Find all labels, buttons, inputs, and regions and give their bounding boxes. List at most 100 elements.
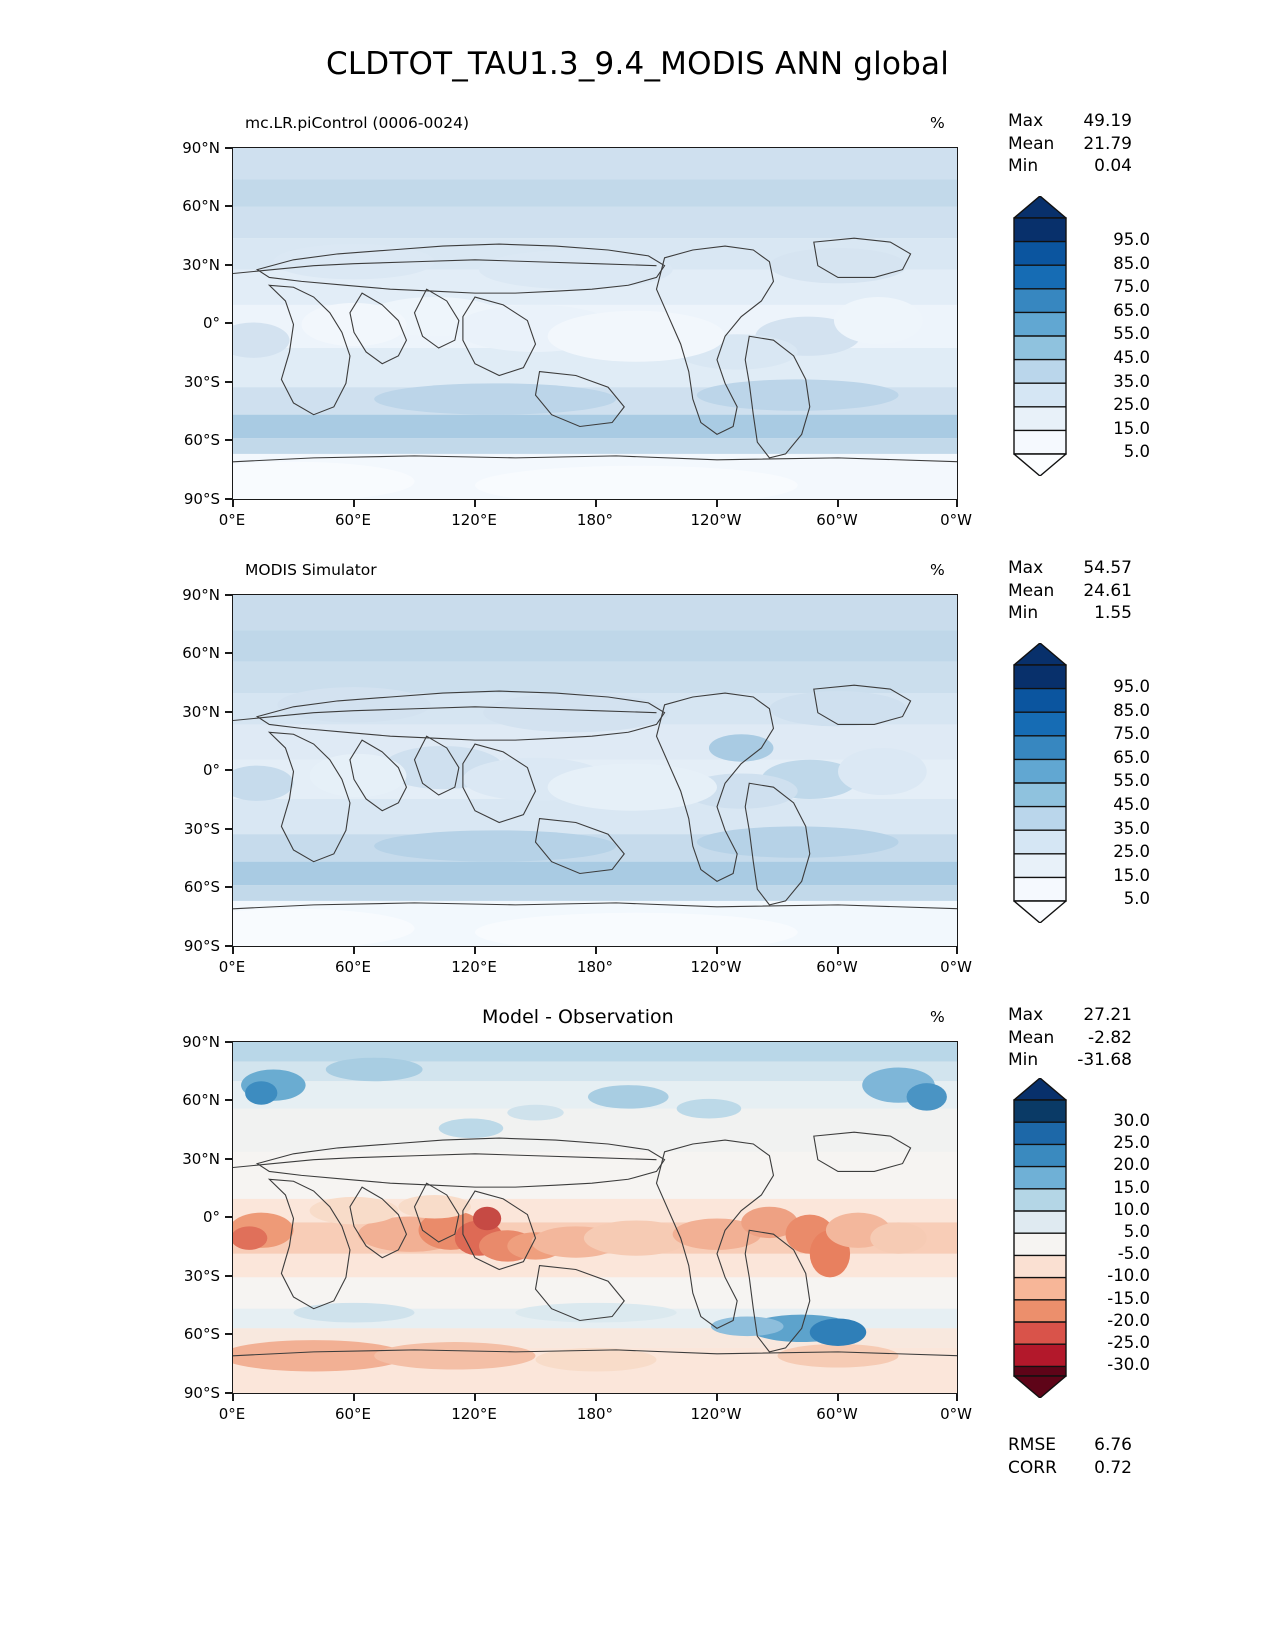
xtickmark xyxy=(474,1394,476,1401)
skill-row-rmse: RMSE 6.76 xyxy=(1008,1435,1132,1455)
map-observation-ytick-3: 0° xyxy=(202,761,220,779)
stat-row-max: Max 27.21 xyxy=(1008,1005,1132,1025)
ytickmark xyxy=(225,1216,232,1218)
skill-stats: RMSE 6.76 CORR 0.72 xyxy=(1008,1434,1132,1480)
ytickmark xyxy=(225,381,232,383)
cb-difference-label-6: -5.0 xyxy=(1117,1244,1150,1264)
stats-difference: Max 27.21 Mean -2.82 Min -31.68 xyxy=(1008,1004,1132,1072)
map-observation-xtick-0: 0°E xyxy=(218,958,246,976)
map-difference-xtick-5: 60°W xyxy=(816,1405,858,1423)
field-model xyxy=(233,148,957,499)
ytickmark xyxy=(225,1392,232,1394)
map-difference[interactable] xyxy=(232,1041,958,1394)
figure-title: CLDTOT_TAU1.3_9.4_MODIS ANN global xyxy=(325,46,950,82)
coastlines-model xyxy=(233,237,957,463)
map-observation-xtick-4: 120°W xyxy=(690,958,742,976)
map-model-ytick-1: 60°N xyxy=(182,197,220,215)
map-model-ytick-3: 0° xyxy=(202,314,220,332)
cb-model-label-9: 5.0 xyxy=(1123,442,1150,462)
stat-row-min: Min 0.04 xyxy=(1008,156,1132,176)
colorbar-difference-swatches xyxy=(1013,1078,1067,1398)
stat-row-mean: Mean -2.82 xyxy=(1008,1027,1132,1048)
xtickmark xyxy=(837,947,839,954)
cb-difference-label-4: 10.0 xyxy=(1113,1199,1150,1219)
cb-model-label-2: 75.0 xyxy=(1113,277,1150,297)
map-model-ytick-2: 30°N xyxy=(182,256,220,274)
colorbar-observation[interactable]: 95.0 85.0 75.0 65.0 55.0 45.0 35.0 25.0 … xyxy=(1012,643,1162,923)
skill-row-corr: CORR 0.72 xyxy=(1008,1458,1132,1478)
map-model-ytick-6: 90°S xyxy=(183,490,220,508)
cb-difference-label-2: 20.0 xyxy=(1113,1155,1150,1175)
cb-difference-label-9: -20.0 xyxy=(1107,1310,1150,1330)
map-observation-xtick-6: 0°W xyxy=(940,958,972,976)
cb-observation-label-8: 15.0 xyxy=(1113,865,1150,885)
map-difference-ytick-4: 30°S xyxy=(183,1267,220,1285)
ytickmark xyxy=(225,652,232,654)
map-observation-ytick-2: 30°N xyxy=(182,703,220,721)
cb-difference-label-0: 30.0 xyxy=(1113,1111,1150,1130)
map-observation-ytick-5: 60°S xyxy=(183,878,220,896)
xtickmark xyxy=(474,500,476,507)
cb-model-label-4: 55.0 xyxy=(1113,324,1150,344)
cb-observation-label-6: 35.0 xyxy=(1113,818,1150,838)
colorbar-observation-swatches xyxy=(1013,643,1067,923)
xtickmark xyxy=(837,1394,839,1401)
panel-difference-units: % xyxy=(930,1008,945,1026)
xtickmark xyxy=(232,500,234,507)
ytickmark xyxy=(225,945,232,947)
field-difference xyxy=(233,1042,957,1393)
map-observation-ytick-4: 30°S xyxy=(183,820,220,838)
xtickmark xyxy=(837,500,839,507)
xtickmark xyxy=(232,1394,234,1401)
map-model-canvas xyxy=(233,148,957,499)
map-model-xtick-1: 60°E xyxy=(334,511,372,529)
map-model-xtick-4: 120°W xyxy=(690,511,742,529)
map-difference-ytick-6: 90°S xyxy=(183,1384,220,1402)
cb-model-label-5: 45.0 xyxy=(1113,348,1150,367)
xtickmark xyxy=(595,500,597,507)
xtickmark xyxy=(595,1394,597,1401)
stat-row-max: Max 49.19 xyxy=(1008,111,1132,131)
map-observation-ytick-6: 90°S xyxy=(183,937,220,955)
map-difference-xtick-6: 0°W xyxy=(940,1405,972,1423)
map-difference-ytick-5: 60°S xyxy=(183,1325,220,1343)
cb-observation-label-9: 5.0 xyxy=(1123,889,1150,909)
map-difference-xtick-0: 0°E xyxy=(218,1405,246,1423)
coastlines-observation xyxy=(233,684,957,910)
ytickmark xyxy=(225,886,232,888)
stats-observation: Max 54.57 Mean 24.61 Min 1.55 xyxy=(1008,557,1132,625)
map-difference-xtick-3: 180° xyxy=(576,1405,614,1423)
ytickmark xyxy=(225,322,232,324)
map-difference-ytick-3: 0° xyxy=(202,1208,220,1226)
colorbar-model[interactable]: 95.0 85.0 75.0 65.0 55.0 45.0 35.0 25.0 … xyxy=(1012,196,1162,476)
map-model[interactable] xyxy=(232,147,958,500)
map-model-xtick-0: 0°E xyxy=(218,511,246,529)
xtickmark xyxy=(474,947,476,954)
map-observation-xtick-2: 120°E xyxy=(451,958,497,976)
map-model-xtick-3: 180° xyxy=(576,511,614,529)
xtickmark xyxy=(716,1394,718,1401)
colorbar-difference[interactable]: 30.0 25.0 20.0 15.0 10.0 5.0 -5.0 -10.0 … xyxy=(1012,1078,1162,1398)
xtickmark xyxy=(716,500,718,507)
ytickmark xyxy=(225,769,232,771)
map-difference-canvas xyxy=(233,1042,957,1393)
panel-observation-units: % xyxy=(930,561,945,579)
panel-observation-title: MODIS Simulator xyxy=(245,561,377,579)
map-model-xtick-6: 0°W xyxy=(940,511,972,529)
map-observation[interactable] xyxy=(232,594,958,947)
ytickmark xyxy=(225,1333,232,1335)
cb-model-label-7: 25.0 xyxy=(1113,395,1150,415)
ytickmark xyxy=(225,439,232,441)
xtickmark xyxy=(353,947,355,954)
stat-row-mean: Mean 21.79 xyxy=(1008,133,1132,154)
cb-difference-label-1: 25.0 xyxy=(1113,1133,1150,1153)
stat-row-mean: Mean 24.61 xyxy=(1008,580,1132,601)
map-observation-xtick-3: 180° xyxy=(576,958,614,976)
cb-observation-label-0: 95.0 xyxy=(1113,677,1150,696)
map-difference-ytick-2: 30°N xyxy=(182,1150,220,1168)
xtickmark xyxy=(956,1394,958,1401)
xtickmark xyxy=(716,947,718,954)
stat-row-max: Max 54.57 xyxy=(1008,558,1132,578)
map-difference-xtick-2: 120°E xyxy=(451,1405,497,1423)
